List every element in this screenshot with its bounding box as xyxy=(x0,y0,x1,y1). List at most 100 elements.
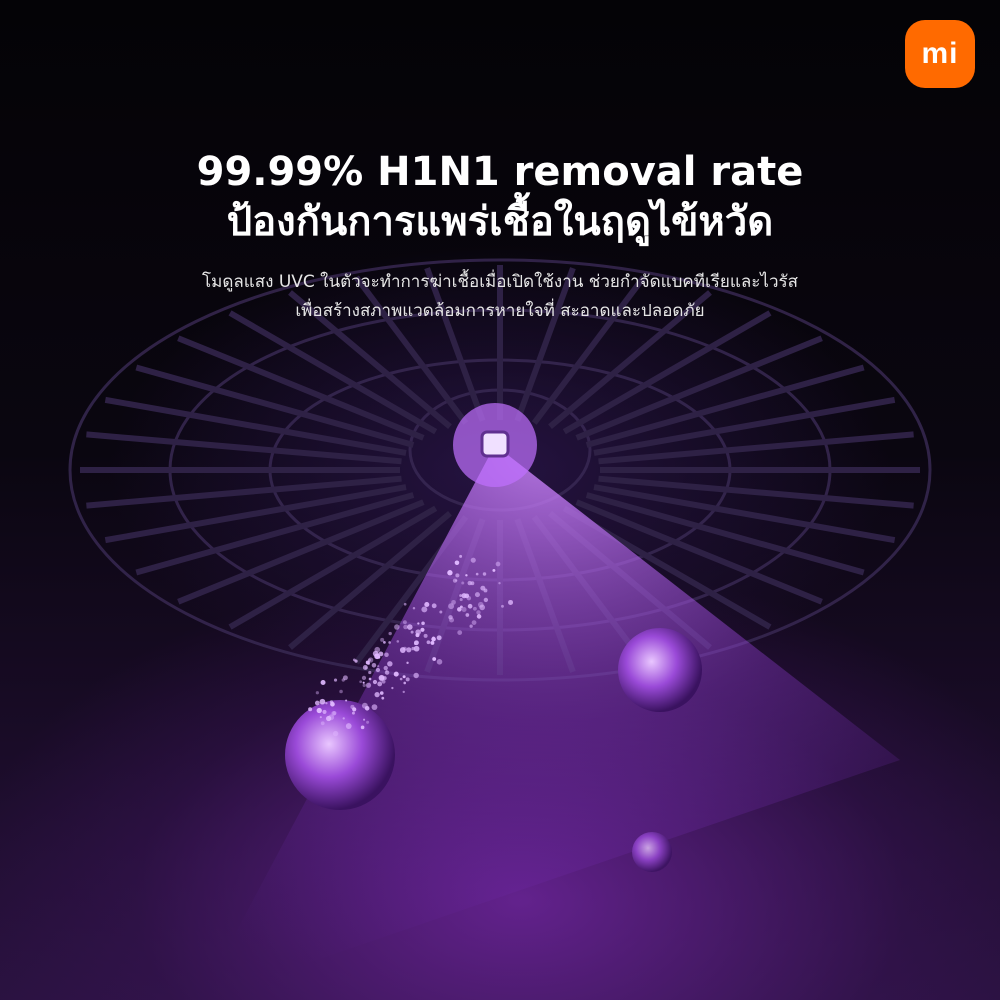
particle xyxy=(483,588,488,593)
particle xyxy=(322,709,327,714)
particle xyxy=(362,665,368,670)
description: โมดูลแสง UVC ในตัวจะทำการฆ่าเชื้อเมื่อเป… xyxy=(0,268,1000,326)
particle xyxy=(508,599,514,605)
uvc-lamp-icon xyxy=(480,430,510,458)
particle xyxy=(332,711,337,716)
particle xyxy=(371,704,378,711)
particle xyxy=(362,681,365,684)
particle xyxy=(461,593,467,599)
particle xyxy=(316,707,322,714)
description-line1: โมดูลแสง UVC ในตัวจะทำการฆ่าเชื้อเมื่อเป… xyxy=(201,272,799,292)
particle xyxy=(320,721,325,726)
particle xyxy=(426,640,431,645)
particle xyxy=(371,663,377,668)
particle xyxy=(439,610,443,614)
particle xyxy=(474,592,480,598)
particle xyxy=(383,665,388,671)
particle xyxy=(384,652,389,658)
fan-spoke xyxy=(177,335,425,441)
particle xyxy=(384,670,390,675)
particle xyxy=(461,581,465,585)
particle xyxy=(414,640,419,646)
particle xyxy=(448,615,453,620)
particle xyxy=(411,646,415,651)
particle xyxy=(377,655,381,659)
fan-spoke xyxy=(177,499,425,605)
fan-spoke xyxy=(353,275,469,425)
particle xyxy=(420,627,425,632)
particle xyxy=(391,686,394,690)
particle xyxy=(402,620,407,625)
particle xyxy=(388,631,392,636)
particle xyxy=(359,680,363,684)
particle xyxy=(351,711,355,715)
particle xyxy=(479,604,486,611)
particle xyxy=(421,621,425,626)
particle xyxy=(498,581,501,585)
particle xyxy=(394,624,400,630)
particle xyxy=(473,606,477,611)
particle xyxy=(482,572,487,576)
particle xyxy=(320,679,326,685)
particle xyxy=(325,701,328,705)
particle xyxy=(413,645,420,652)
particle xyxy=(319,698,326,705)
particle xyxy=(476,610,481,615)
particle xyxy=(331,711,336,716)
fan-spoke xyxy=(575,335,823,441)
particle xyxy=(406,624,413,630)
logo-text: mi xyxy=(921,37,959,70)
fan-spoke xyxy=(585,492,865,576)
particle xyxy=(436,659,443,665)
fan-spoke xyxy=(598,431,914,465)
particle xyxy=(342,717,345,720)
particle xyxy=(459,554,463,558)
virus-right xyxy=(618,628,702,712)
particle xyxy=(475,572,479,576)
description-line2: เพื่อสร้างสภาพแวดล้อมการหายใจที่ สะอาดแล… xyxy=(295,301,705,321)
particle xyxy=(466,596,472,601)
particle xyxy=(387,661,393,667)
particle xyxy=(308,707,313,712)
particle xyxy=(457,607,462,612)
particle xyxy=(410,630,414,634)
particle xyxy=(377,665,380,668)
fan-spoke xyxy=(593,484,896,544)
particle xyxy=(314,700,320,706)
fan-spoke xyxy=(104,484,407,544)
particle xyxy=(421,606,428,613)
particle xyxy=(451,599,456,605)
particle xyxy=(363,718,366,721)
particle xyxy=(319,716,322,719)
particle xyxy=(361,702,368,709)
fan-spoke xyxy=(135,364,415,448)
particle xyxy=(362,683,366,688)
particle xyxy=(365,660,370,665)
fan-spoke xyxy=(86,431,402,465)
particle xyxy=(417,622,420,625)
particle xyxy=(332,730,339,737)
particle xyxy=(436,635,442,641)
particle xyxy=(342,675,348,681)
particle xyxy=(471,620,477,625)
fan-spoke xyxy=(531,275,647,425)
particle xyxy=(431,636,436,642)
particle xyxy=(470,581,475,586)
particle xyxy=(415,633,420,638)
particle xyxy=(380,637,385,642)
particle xyxy=(501,604,504,608)
particle xyxy=(345,699,348,702)
fan-spoke xyxy=(288,290,452,429)
particle xyxy=(364,666,368,670)
headline-line2: ป้องกันการแพร่เชื้อในฤดูไข้หวัด xyxy=(226,199,774,245)
particle xyxy=(405,677,410,682)
particle xyxy=(455,573,460,578)
particle xyxy=(381,679,386,684)
particle xyxy=(333,678,338,682)
particle xyxy=(454,560,460,566)
particle xyxy=(365,682,372,688)
fan-spoke xyxy=(288,511,452,650)
particle xyxy=(339,689,343,694)
particle xyxy=(465,574,468,577)
